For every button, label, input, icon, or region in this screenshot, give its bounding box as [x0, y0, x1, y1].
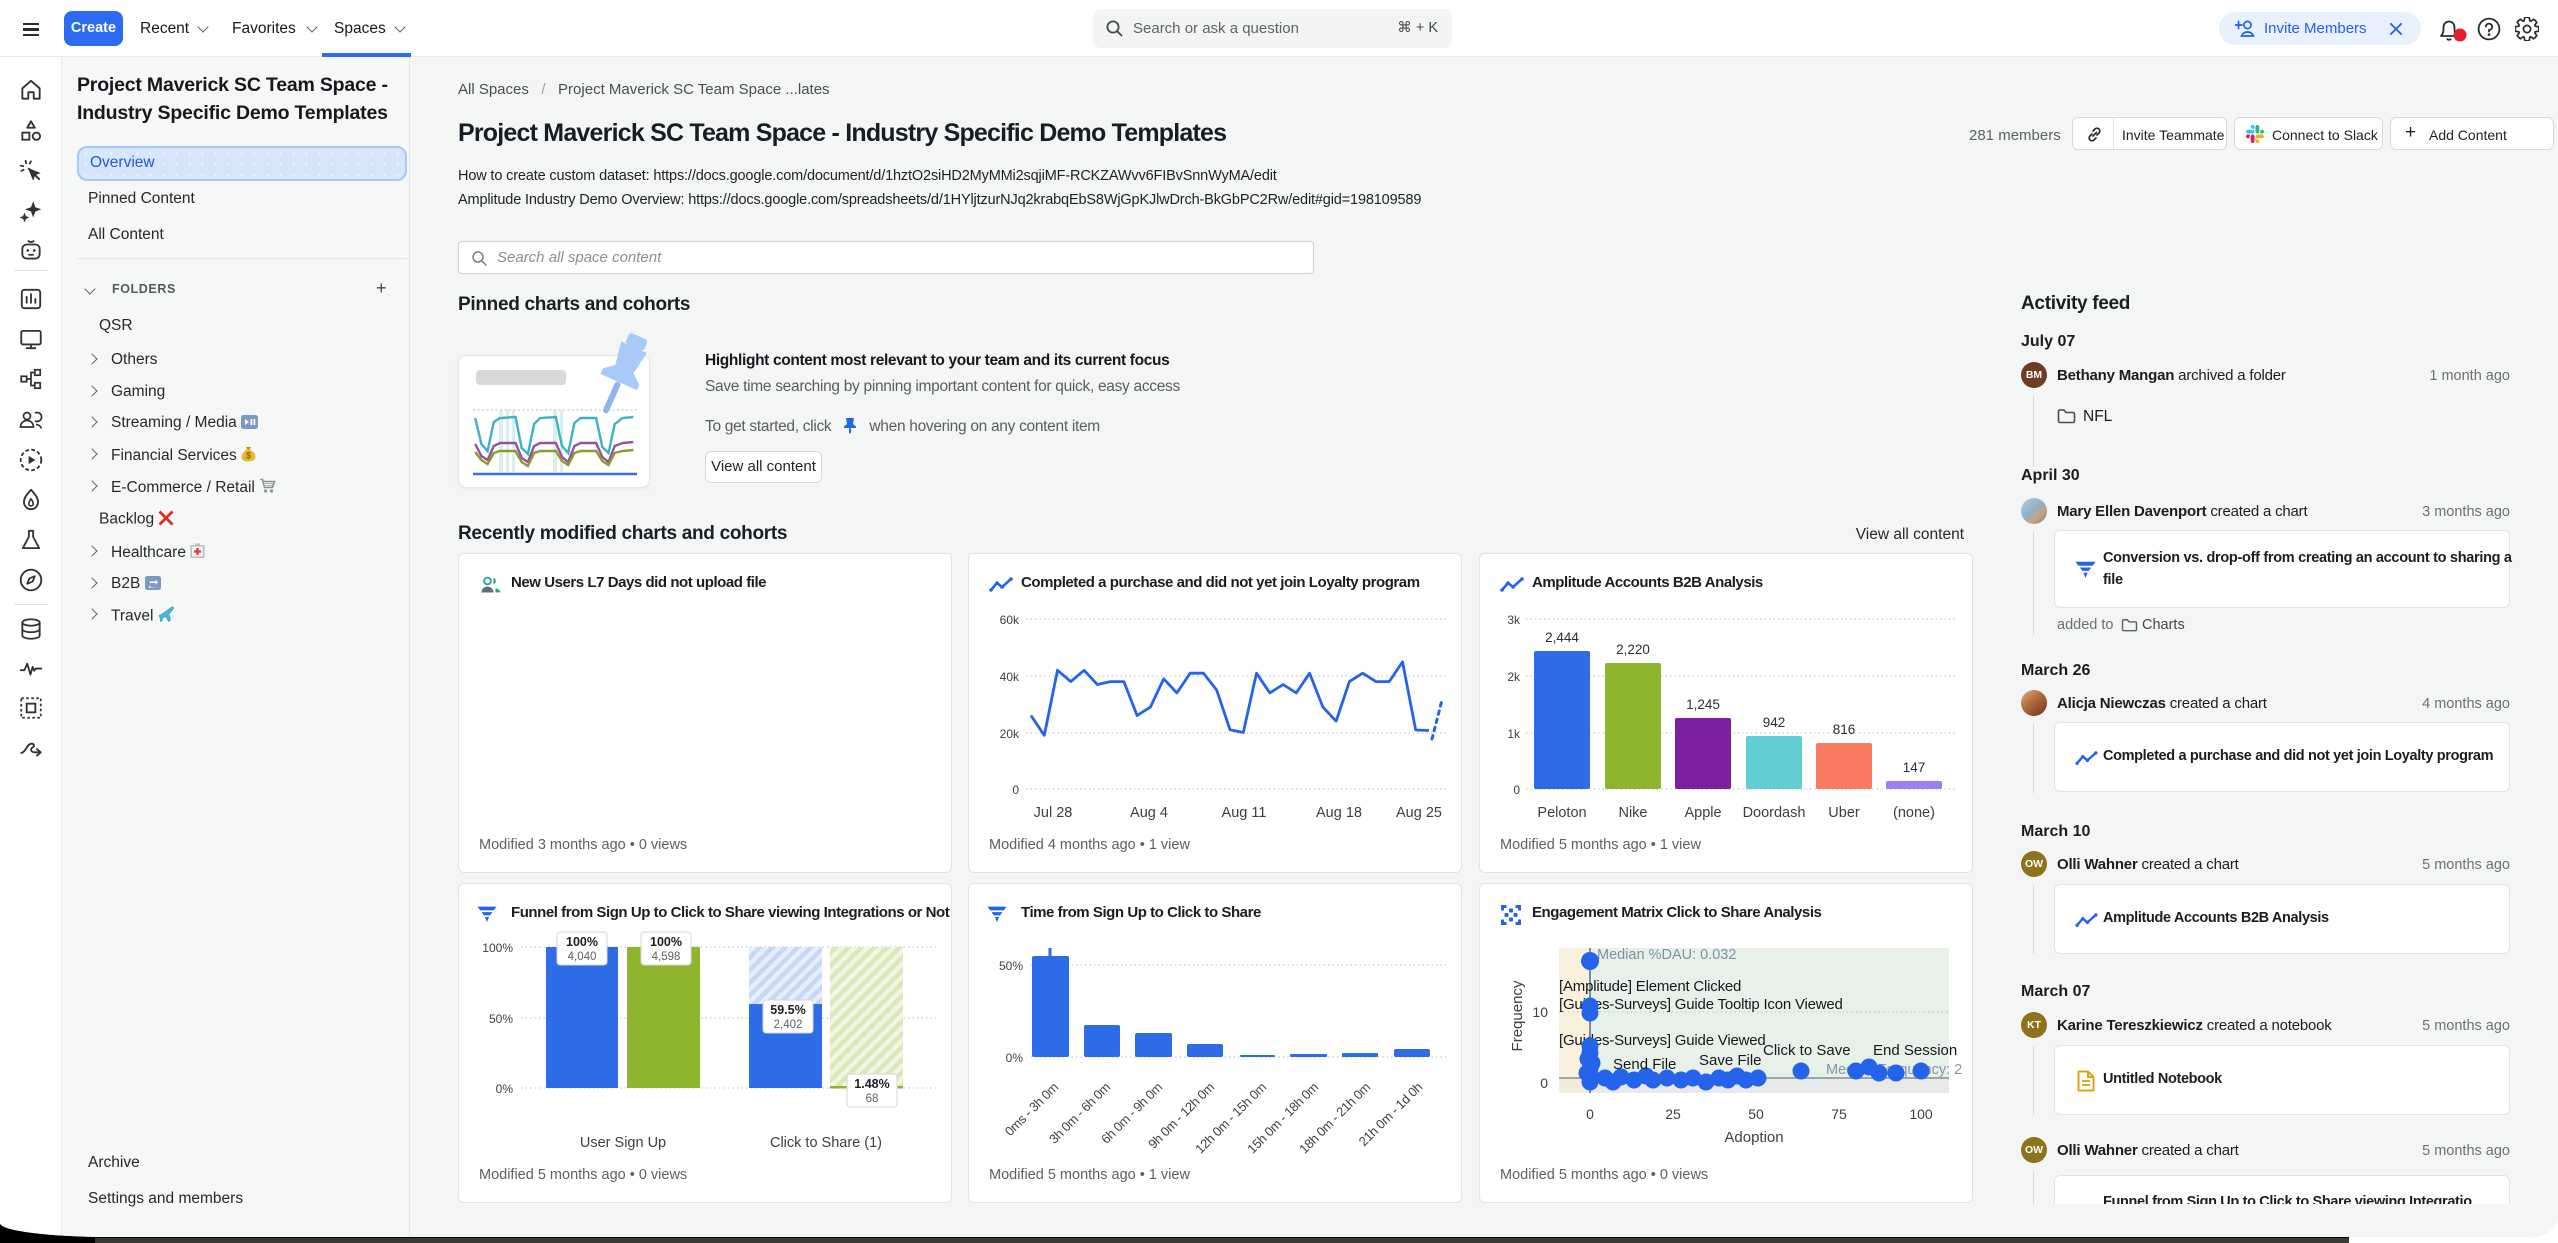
svg-text:4,040: 4,040 — [568, 951, 597, 963]
svg-text:[Guides-Surveys] Guide Viewed: [Guides-Surveys] Guide Viewed — [1559, 1032, 1766, 1049]
svg-text:100%: 100% — [482, 941, 513, 955]
svg-text:50%: 50% — [489, 1012, 513, 1026]
svg-text:Aug 11: Aug 11 — [1222, 805, 1267, 821]
svg-text:Save File: Save File — [1699, 1052, 1762, 1069]
svg-text:1.48%: 1.48% — [854, 1077, 889, 1091]
svg-text:50: 50 — [1748, 1106, 1764, 1122]
svg-text:100%: 100% — [650, 935, 682, 949]
svg-text:4,598: 4,598 — [652, 951, 681, 963]
svg-text:Frequency: Frequency — [1509, 980, 1526, 1051]
svg-text:User Sign Up: User Sign Up — [580, 1135, 666, 1151]
svg-text:Nike: Nike — [1618, 805, 1647, 821]
svg-text:3k: 3k — [1507, 613, 1521, 627]
svg-text:Uber: Uber — [1828, 805, 1860, 821]
svg-text:60k: 60k — [1000, 613, 1020, 627]
svg-text:Aug 4: Aug 4 — [1130, 805, 1168, 821]
svg-text:1,245: 1,245 — [1686, 697, 1720, 712]
svg-text:0%: 0% — [496, 1082, 514, 1096]
svg-text:Doordash: Doordash — [1743, 805, 1806, 821]
svg-text:Click to Share (1): Click to Share (1) — [770, 1135, 882, 1151]
svg-text:Median %DAU: 0.032: Median %DAU: 0.032 — [1597, 947, 1736, 963]
svg-text:942: 942 — [1763, 715, 1786, 730]
svg-text:Click to Save: Click to Save — [1763, 1042, 1851, 1059]
svg-text:147: 147 — [1903, 760, 1926, 775]
svg-text:816: 816 — [1833, 722, 1856, 737]
svg-text:$: $ — [246, 451, 251, 461]
svg-text:0: 0 — [1540, 1075, 1548, 1091]
svg-text:Adoption: Adoption — [1724, 1129, 1783, 1146]
svg-text:25: 25 — [1665, 1106, 1681, 1122]
svg-text:Apple: Apple — [1684, 805, 1721, 821]
svg-text:68: 68 — [866, 1093, 879, 1105]
svg-text:59.5%: 59.5% — [770, 1003, 805, 1017]
svg-text:0: 0 — [1012, 783, 1019, 797]
svg-text:2,444: 2,444 — [1545, 630, 1579, 645]
svg-text:20k: 20k — [1000, 727, 1020, 741]
svg-text:2,220: 2,220 — [1616, 642, 1650, 657]
svg-text:(none): (none) — [1893, 805, 1935, 821]
svg-text:0: 0 — [1586, 1106, 1594, 1122]
svg-text:Send File: Send File — [1613, 1056, 1676, 1073]
svg-text:End Session: End Session — [1873, 1042, 1957, 1059]
svg-text:40k: 40k — [1000, 670, 1020, 684]
svg-text:Jul 28: Jul 28 — [1034, 805, 1073, 821]
svg-text:75: 75 — [1831, 1106, 1847, 1122]
svg-text:[Amplitude] Element Clicked: [Amplitude] Element Clicked — [1559, 978, 1741, 995]
svg-text:100%: 100% — [566, 935, 598, 949]
svg-text:10: 10 — [1532, 1004, 1548, 1020]
svg-text:50%: 50% — [999, 959, 1023, 973]
svg-text:Aug 25: Aug 25 — [1396, 805, 1442, 821]
svg-text:Aug 18: Aug 18 — [1316, 805, 1362, 821]
svg-text:100: 100 — [1909, 1106, 1933, 1122]
svg-text:Peloton: Peloton — [1537, 805, 1586, 821]
svg-text:0: 0 — [1513, 783, 1520, 797]
svg-text:1k: 1k — [1507, 727, 1521, 741]
svg-text:2,402: 2,402 — [774, 1019, 803, 1031]
svg-text:2k: 2k — [1507, 670, 1521, 684]
svg-text:[Guides-Surveys] Guide Tooltip: [Guides-Surveys] Guide Tooltip Icon View… — [1559, 996, 1843, 1013]
svg-text:0%: 0% — [1006, 1051, 1024, 1065]
